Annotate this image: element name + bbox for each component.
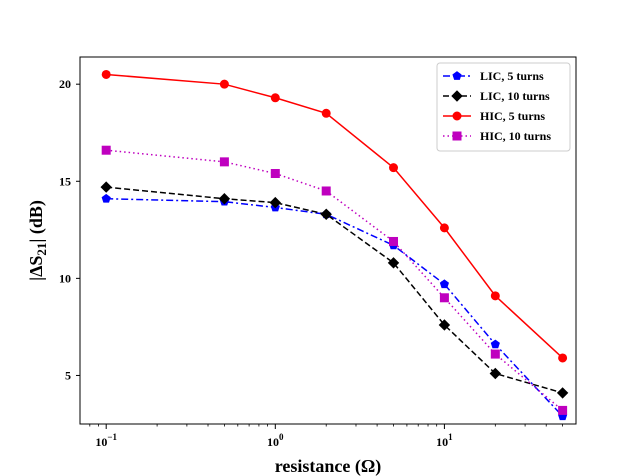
data-point (321, 108, 331, 118)
data-point (270, 93, 280, 103)
series-line (106, 198, 564, 417)
series-hic-10-turns (101, 145, 568, 415)
data-point (101, 145, 111, 155)
data-point (490, 349, 500, 359)
plot-area-frame (79, 56, 577, 425)
data-point (490, 339, 500, 349)
data-point (269, 196, 282, 209)
data-point (389, 163, 399, 173)
y-axis-label: |ΔS21| (dB) (26, 200, 49, 281)
data-point (439, 223, 449, 233)
legend: LIC, 5 turns LIC, 10 turns HIC, 5 turns HIC… (436, 62, 571, 152)
legend-box (436, 62, 571, 152)
data-point (490, 291, 500, 301)
x-axis-label: resistance (Ω) (275, 456, 382, 476)
x-tick-label: 100 (267, 432, 284, 449)
data-point (387, 257, 400, 269)
series-line (106, 73, 564, 359)
data-point (100, 181, 112, 193)
y-axis-ticks: 5 10 15 20 (59, 77, 80, 382)
data-point (101, 69, 111, 79)
legend-label: LIC, 10 turns (480, 89, 550, 103)
legend-label: HIC, 10 turns (480, 129, 551, 143)
data-point (438, 319, 451, 331)
y-tick-label: 10 (59, 271, 71, 285)
legend-entry: HIC, 10 turns (443, 129, 551, 143)
series-line (106, 186, 563, 394)
series-lic-5-turns (101, 193, 568, 421)
legend-entry: HIC, 5 turns (443, 109, 545, 123)
y-tick-label: 5 (65, 368, 71, 382)
legend-marker (451, 90, 463, 102)
legend-marker (452, 71, 462, 80)
data-point (218, 193, 231, 205)
legend-entry: LIC, 10 turns (443, 89, 550, 103)
legend-marker (452, 131, 462, 141)
data-point (439, 279, 449, 289)
data-point (558, 405, 568, 415)
data-point (219, 79, 229, 89)
series-lic-10-turns (100, 181, 569, 399)
data-point (556, 387, 569, 399)
legend-label: LIC, 5 turns (480, 69, 544, 83)
legend-label: HIC, 5 turns (480, 109, 545, 123)
series-line (106, 149, 564, 411)
data-point (321, 186, 331, 196)
x-tick-label: 10−1 (95, 432, 117, 449)
x-axis-ticks: 10−1 100 101 (89, 424, 564, 449)
data-point (558, 353, 568, 363)
data-point (439, 293, 449, 303)
legend-entry: LIC, 5 turns (443, 69, 544, 83)
data-point (270, 169, 280, 179)
data-point (489, 367, 502, 380)
legend-marker (452, 111, 462, 121)
y-tick-label: 20 (59, 77, 71, 91)
series-layer (100, 69, 569, 421)
x-tick-label: 101 (436, 432, 453, 449)
data-point (101, 193, 111, 203)
series-hic-5-turns (101, 69, 568, 363)
data-point (219, 157, 229, 167)
y-tick-label: 15 (59, 174, 71, 188)
data-point (389, 236, 399, 246)
data-point (320, 208, 332, 220)
y-axis-label-text: |ΔS21| (dB) (26, 200, 49, 281)
